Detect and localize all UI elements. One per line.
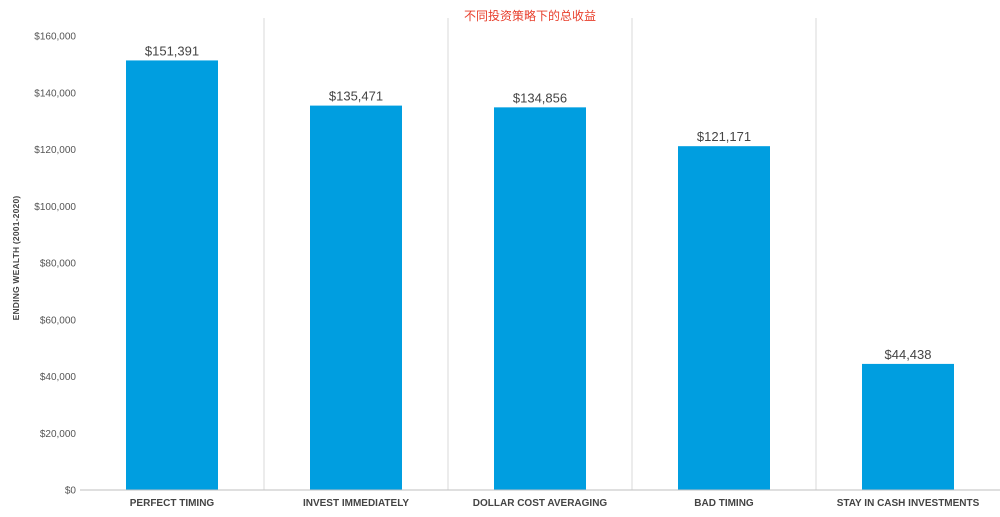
- value-labels: $151,391 $135,471 $134,856 $121,171 $44,438: [145, 43, 932, 361]
- y-tick-label: $160,000: [34, 32, 76, 43]
- x-category-label: DOLLAR COST AVERAGING: [473, 498, 608, 509]
- y-axis-label: ENDING WEALTH (2001-2020): [11, 196, 21, 321]
- bar: [862, 363, 954, 490]
- bar-value-label: $121,171: [697, 129, 751, 144]
- y-tick-label: $40,000: [40, 372, 77, 383]
- chart-title: 不同投资策略下的总收益: [464, 8, 596, 23]
- y-tick-label: $140,000: [34, 88, 76, 99]
- y-axis-ticks: $0 $20,000 $40,000 $60,000 $80,000 $100,000 $1…: [34, 32, 76, 497]
- bar: [678, 146, 770, 490]
- category-separators: [263, 18, 817, 490]
- bar-value-label: $151,391: [145, 43, 199, 58]
- x-category-label: INVEST IMMEDIATELY: [303, 498, 409, 509]
- bar: [126, 60, 218, 490]
- x-category-label: BAD TIMING: [694, 498, 754, 509]
- y-tick-label: $80,000: [40, 259, 77, 270]
- bar: [310, 105, 402, 490]
- bar-value-label: $134,856: [513, 90, 567, 105]
- y-tick-label: $20,000: [40, 429, 77, 440]
- bar-value-label: $135,471: [329, 89, 383, 104]
- y-tick-label: $0: [65, 486, 77, 497]
- y-tick-label: $120,000: [34, 145, 76, 156]
- x-category-label: STAY IN CASH INVESTMENTS: [837, 498, 980, 509]
- bar-value-label: $44,438: [885, 347, 932, 362]
- bar: [494, 107, 586, 490]
- x-category-label: PERFECT TIMING: [130, 498, 215, 509]
- category-labels: PERFECT TIMING INVEST IMMEDIATELY DOLLAR C…: [130, 498, 980, 509]
- bars: [126, 60, 954, 490]
- y-tick-label: $100,000: [34, 202, 76, 213]
- y-tick-label: $60,000: [40, 315, 77, 326]
